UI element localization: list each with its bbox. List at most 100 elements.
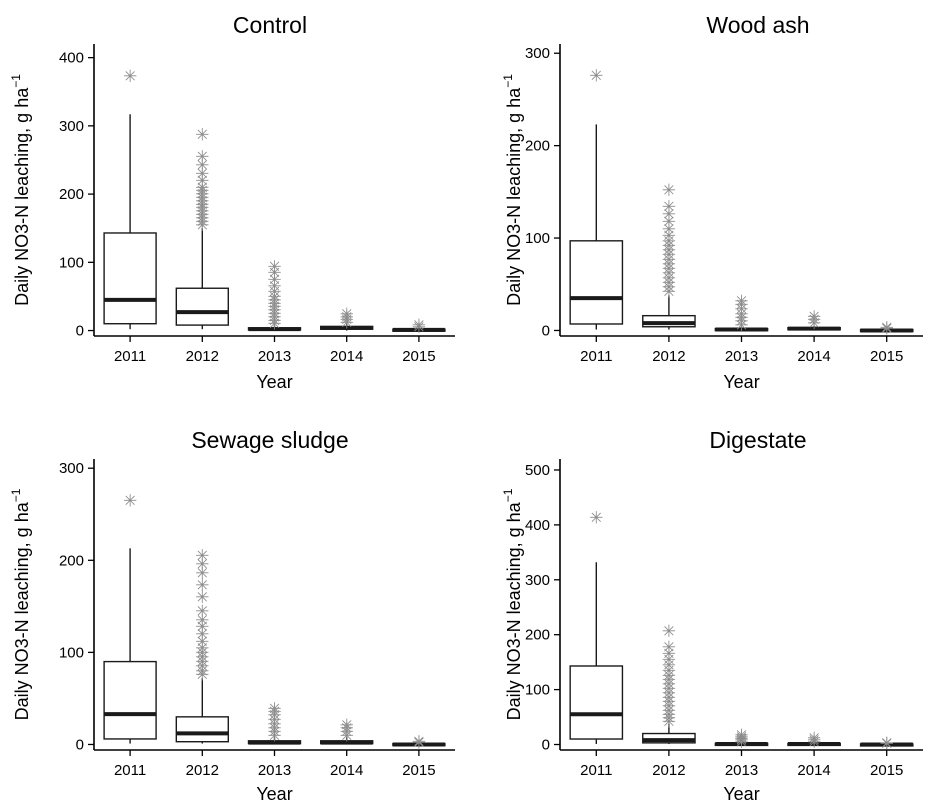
outlier-point: ✳: [662, 644, 676, 664]
outlier-point: ✳: [195, 189, 209, 209]
outlier-point: ✳: [340, 726, 354, 746]
box-group-2013: ✳✳✳✳✳✳✳: [714, 292, 769, 336]
outlier-point: ✳: [880, 319, 894, 339]
outlier-point: ✳: [662, 205, 676, 225]
outlier-point: ✳: [662, 260, 676, 280]
box-group-2011: ✳: [103, 67, 157, 330]
outlier-point: ✳: [195, 564, 209, 584]
x-tick-label: 2014: [797, 348, 830, 365]
x-tick-label: 2013: [258, 762, 291, 779]
outlier-point: ✳: [662, 278, 676, 298]
outlier-point: ✳: [123, 491, 137, 511]
outlier-point: ✳: [662, 675, 676, 695]
x-tick-label: 2012: [186, 762, 219, 779]
outlier-point: ✳: [267, 264, 281, 284]
y-tick-label: 300: [525, 45, 550, 62]
x-tick-label: 2011: [114, 762, 146, 779]
outlier-point: ✳: [807, 308, 821, 328]
y-tick-label: 300: [59, 460, 84, 477]
x-tick-label: 2011: [114, 348, 146, 365]
outlier-point: ✳: [267, 304, 281, 324]
outlier-point: ✳: [195, 206, 209, 226]
outlier-point: ✳: [662, 198, 676, 218]
outlier-point: ✳: [662, 622, 676, 642]
outlier-point: ✳: [734, 305, 748, 325]
outlier-point: ✳: [807, 729, 821, 749]
x-tick-label: 2011: [580, 348, 612, 365]
outlier-point: ✳: [195, 165, 209, 185]
outlier-point: ✳: [267, 311, 281, 331]
y-tick-label: 200: [59, 552, 84, 569]
outlier-point: ✳: [734, 728, 748, 748]
outlier-point: ✳: [662, 638, 676, 658]
y-tick-label: 300: [59, 118, 84, 135]
outlier-point: ✳: [195, 171, 209, 191]
outlier-point: ✳: [195, 588, 209, 608]
x-tick-label: 2013: [258, 348, 291, 365]
y-tick-label: 0: [542, 737, 550, 754]
y-axis-title: Daily NO3-N leaching, g ha−1: [501, 74, 524, 306]
x-tick-label: 2015: [402, 762, 435, 779]
panel-0: Control 0 100 200 300 400 2011 2012 2013 2014 2015…: [9, 12, 455, 392]
outlier-point: ✳: [195, 126, 209, 146]
box-group-2014: ✳✳✳✳: [320, 305, 374, 333]
y-tick-label: 0: [76, 323, 84, 340]
y-tick-label: 100: [525, 230, 550, 247]
outlier-point: ✳: [195, 618, 209, 638]
outlier-point: ✳: [662, 656, 676, 676]
outlier-point: ✳: [662, 232, 676, 252]
outlier-point: ✳: [662, 181, 676, 201]
outlier-point: ✳: [123, 67, 137, 87]
outlier-point: ✳: [340, 311, 354, 331]
y-axis-title-text: Daily NO3-N leaching, g ha: [504, 501, 524, 720]
y-axis-title-text: Daily NO3-N leaching, g ha: [12, 501, 32, 720]
outlier-point: ✳: [195, 195, 209, 215]
outlier-point: ✳: [267, 702, 281, 722]
box: [569, 240, 624, 325]
y-tick-label: 100: [59, 644, 84, 661]
outlier-point: ✳: [267, 294, 281, 314]
box-group-2011: ✳: [569, 509, 624, 744]
outlier-point: ✳: [195, 148, 209, 168]
panel-title: Control: [233, 12, 307, 38]
y-axis-title-text: Daily NO3-N leaching, g ha: [12, 87, 32, 306]
outlier-point: ✳: [734, 312, 748, 332]
panel-title: Sewage sludge: [191, 427, 348, 453]
x-tick-label: 2011: [580, 762, 612, 779]
outlier-point: ✳: [662, 246, 676, 266]
box-group-2011: ✳: [569, 66, 624, 330]
outlier-point: ✳: [195, 209, 209, 229]
outlier-point: ✳: [195, 611, 209, 631]
outlier-point: ✳: [267, 277, 281, 297]
outlier-point: ✳: [267, 715, 281, 735]
outlier-point: ✳: [195, 625, 209, 645]
box-group-2014: ✳✳✳✳: [320, 716, 374, 746]
outlier-point: ✳: [662, 250, 676, 270]
outlier-point: ✳: [195, 216, 209, 236]
y-axis-title-text: Daily NO3-N leaching, g ha: [504, 87, 524, 306]
outlier-point: ✳: [412, 734, 426, 754]
y-axis-title: Daily NO3-N leaching, g ha−1: [9, 488, 32, 720]
outlier-point: ✳: [340, 313, 354, 333]
outlier-point: ✳: [662, 241, 676, 261]
outlier-point: ✳: [734, 309, 748, 329]
outlier-point: ✳: [195, 199, 209, 219]
outlier-point: ✳: [195, 212, 209, 232]
outlier-point: ✳: [340, 716, 354, 736]
y-axis-title-superscript: −1: [9, 74, 23, 88]
outlier-point: ✳: [195, 182, 209, 202]
outlier-point: ✳: [662, 709, 676, 729]
x-tick-label: 2015: [870, 348, 903, 365]
outlier-point: ✳: [267, 287, 281, 307]
x-tick-label: 2012: [652, 762, 685, 779]
outlier-point: ✳: [195, 185, 209, 205]
y-tick-label: 100: [59, 254, 84, 271]
box: [569, 665, 624, 740]
box-group-2014: ✳✳✳: [787, 729, 841, 753]
x-axis-title: Year: [723, 372, 759, 392]
panel-3: Digestate 0 100 200 300 400 500 2011 2012 2013 201…: [501, 427, 923, 803]
x-tick-label: 2014: [797, 762, 830, 779]
outlier-point: ✳: [734, 316, 748, 336]
outlier-point: ✳: [195, 648, 209, 668]
